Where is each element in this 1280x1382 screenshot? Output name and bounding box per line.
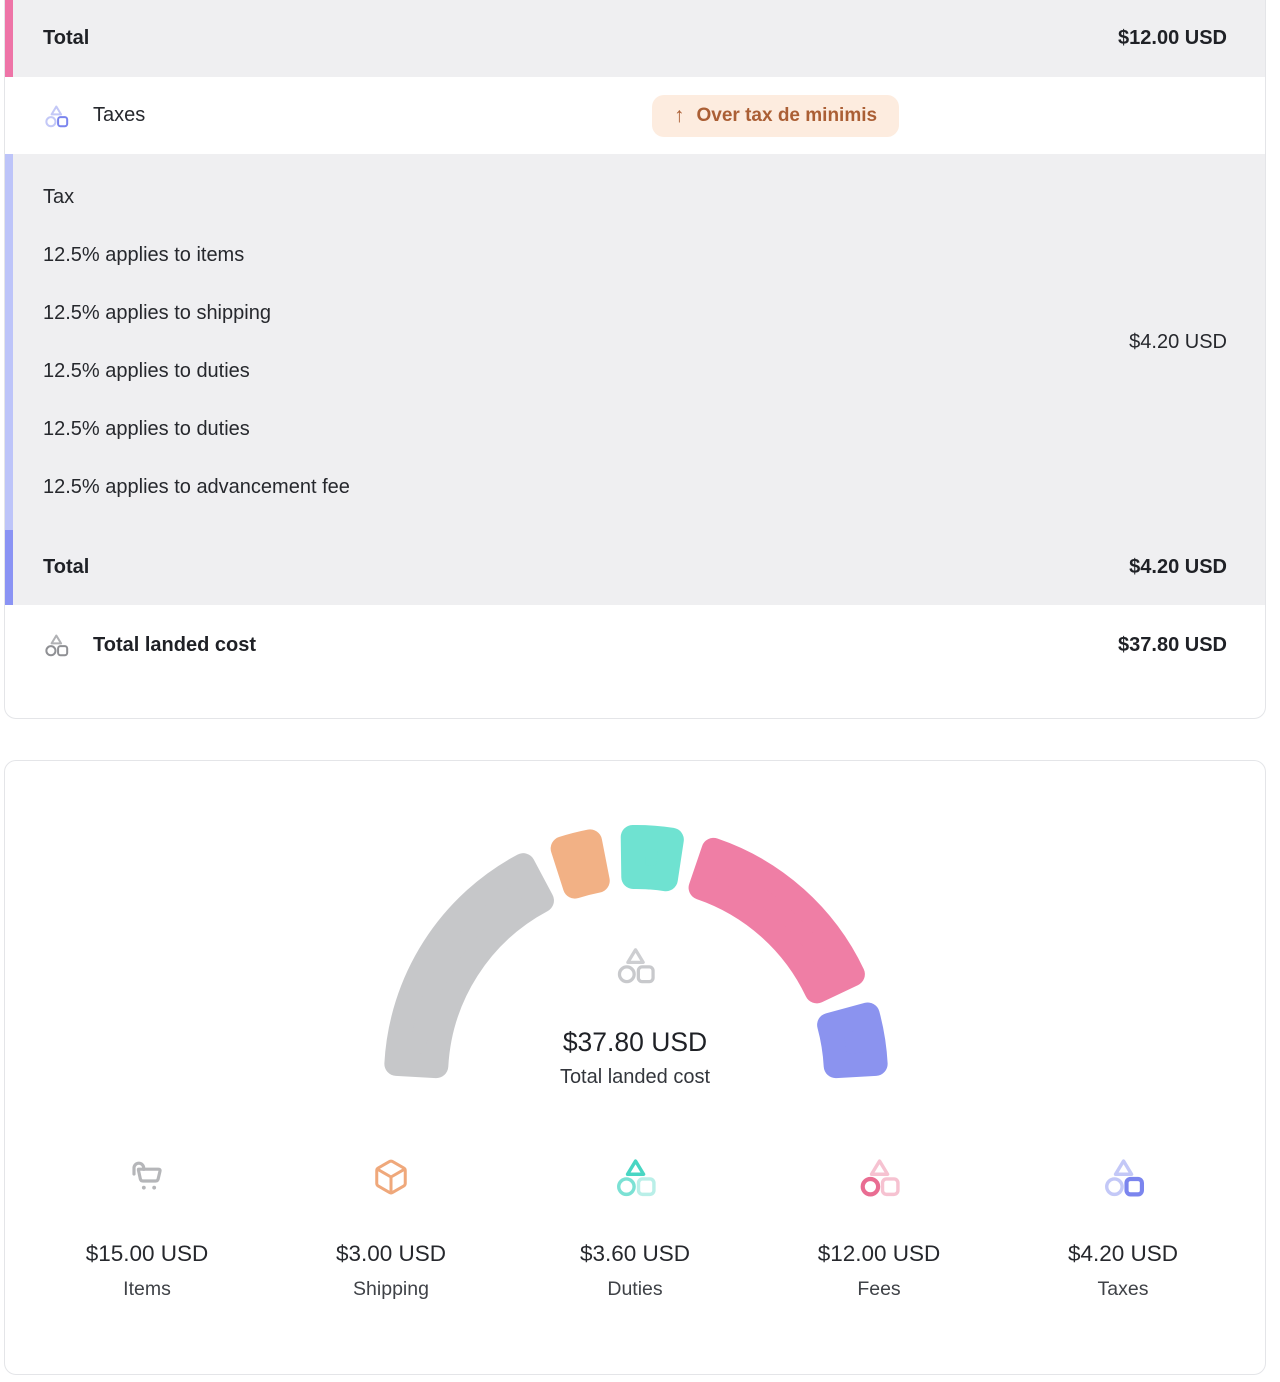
legend-label-fees: Fees: [857, 1278, 901, 1300]
tax-detail-amount: $4.20 USD: [1129, 330, 1227, 353]
taxes-total-color-bar: [5, 530, 13, 605]
fees-total-value: $12.00 USD: [1118, 27, 1227, 49]
taxes-total-row: Total $4.20 USD: [5, 530, 1265, 605]
tax-detail-lines: Tax 12.5% applies to items 12.5% applies…: [43, 168, 1129, 516]
taxes-total-label: Total: [43, 556, 90, 578]
landed-cost-chart-card: $37.80 USD Total landed cost $15.00 USD …: [4, 760, 1266, 1375]
tax-detail-line: 12.5% applies to advancement fee: [43, 475, 350, 498]
gauge-center-label: Total landed cost: [559, 1066, 711, 1088]
taxes-detail-section: Tax 12.5% applies to items 12.5% applies…: [5, 154, 1265, 530]
taxes-total-value: $4.20 USD: [1129, 556, 1227, 578]
legend-label-items: Items: [123, 1278, 171, 1300]
total-landed-cost-row: Total landed cost $37.80 USD: [5, 605, 1265, 685]
duties-shapes-icon: [513, 1154, 757, 1200]
cost-legend: $15.00 USD Items $3.00 USD Shipping: [25, 1154, 1245, 1301]
landed-cost-value: $37.80 USD: [1118, 633, 1227, 656]
legend-value-taxes: $4.20 USD: [1067, 1241, 1179, 1266]
legend-label-taxes: Taxes: [1097, 1278, 1149, 1300]
arrow-up-icon: ↑: [674, 104, 685, 127]
taxes-header-row[interactable]: Taxes ↑ Over tax de minimis: [5, 77, 1265, 154]
gauge-segment-items: [384, 853, 554, 1079]
legend-value-fees: $12.00 USD: [817, 1241, 941, 1266]
tax-detail-line: Tax: [43, 185, 75, 208]
legend-item-shipping: $3.00 USD Shipping: [269, 1154, 513, 1301]
gauge-segment-fees: [688, 837, 865, 1004]
legend-item-items: $15.00 USD Items: [25, 1154, 269, 1301]
badge-text: Over tax de minimis: [696, 104, 878, 126]
fees-total-label: Total: [43, 27, 90, 49]
fees-total-row: Total $12.00 USD: [5, 0, 1265, 77]
tax-detail-line: 12.5% applies to duties: [43, 359, 250, 382]
gauge-center-value: $37.80 USD: [562, 1027, 708, 1057]
legend-item-duties: $3.60 USD Duties: [513, 1154, 757, 1301]
legend-value-items: $15.00 USD: [85, 1241, 209, 1266]
logo-shapes-icon: [614, 944, 656, 986]
legend-label-shipping: Shipping: [353, 1278, 429, 1300]
taxes-shapes-icon: [43, 103, 69, 129]
taxes-shapes-icon: [1001, 1154, 1245, 1200]
box-icon: [269, 1154, 513, 1200]
cart-icon: [25, 1154, 269, 1200]
tax-detail-line: 12.5% applies to items: [43, 243, 245, 266]
legend-item-taxes: $4.20 USD Taxes: [1001, 1154, 1245, 1301]
legend-item-fees: $12.00 USD Fees: [757, 1154, 1001, 1301]
fees-shapes-icon: [757, 1154, 1001, 1200]
legend-value-shipping: $3.00 USD: [335, 1241, 447, 1266]
gauge-segment-duties: [620, 825, 684, 892]
tax-detail-line: 12.5% applies to shipping: [43, 301, 271, 324]
over-tax-de-minimis-badge: ↑ Over tax de minimis: [652, 94, 900, 137]
cost-summary-card: Total $12.00 USD Taxes ↑ Over tax de min…: [4, 0, 1266, 719]
gauge-segment-shipping: [550, 829, 610, 899]
gauge-chart: [384, 825, 888, 1079]
fees-color-bar: [5, 0, 13, 77]
tax-detail-line: 12.5% applies to duties: [43, 417, 250, 440]
taxes-header-label: Taxes: [93, 104, 146, 126]
gauge-segment-taxes: [817, 1002, 888, 1079]
taxes-detail-color-bar: [5, 154, 13, 530]
landed-cost-shapes-icon: [43, 632, 69, 658]
legend-value-duties: $3.60 USD: [579, 1241, 691, 1266]
landed-cost-label: Total landed cost: [93, 633, 256, 656]
legend-label-duties: Duties: [607, 1278, 663, 1300]
